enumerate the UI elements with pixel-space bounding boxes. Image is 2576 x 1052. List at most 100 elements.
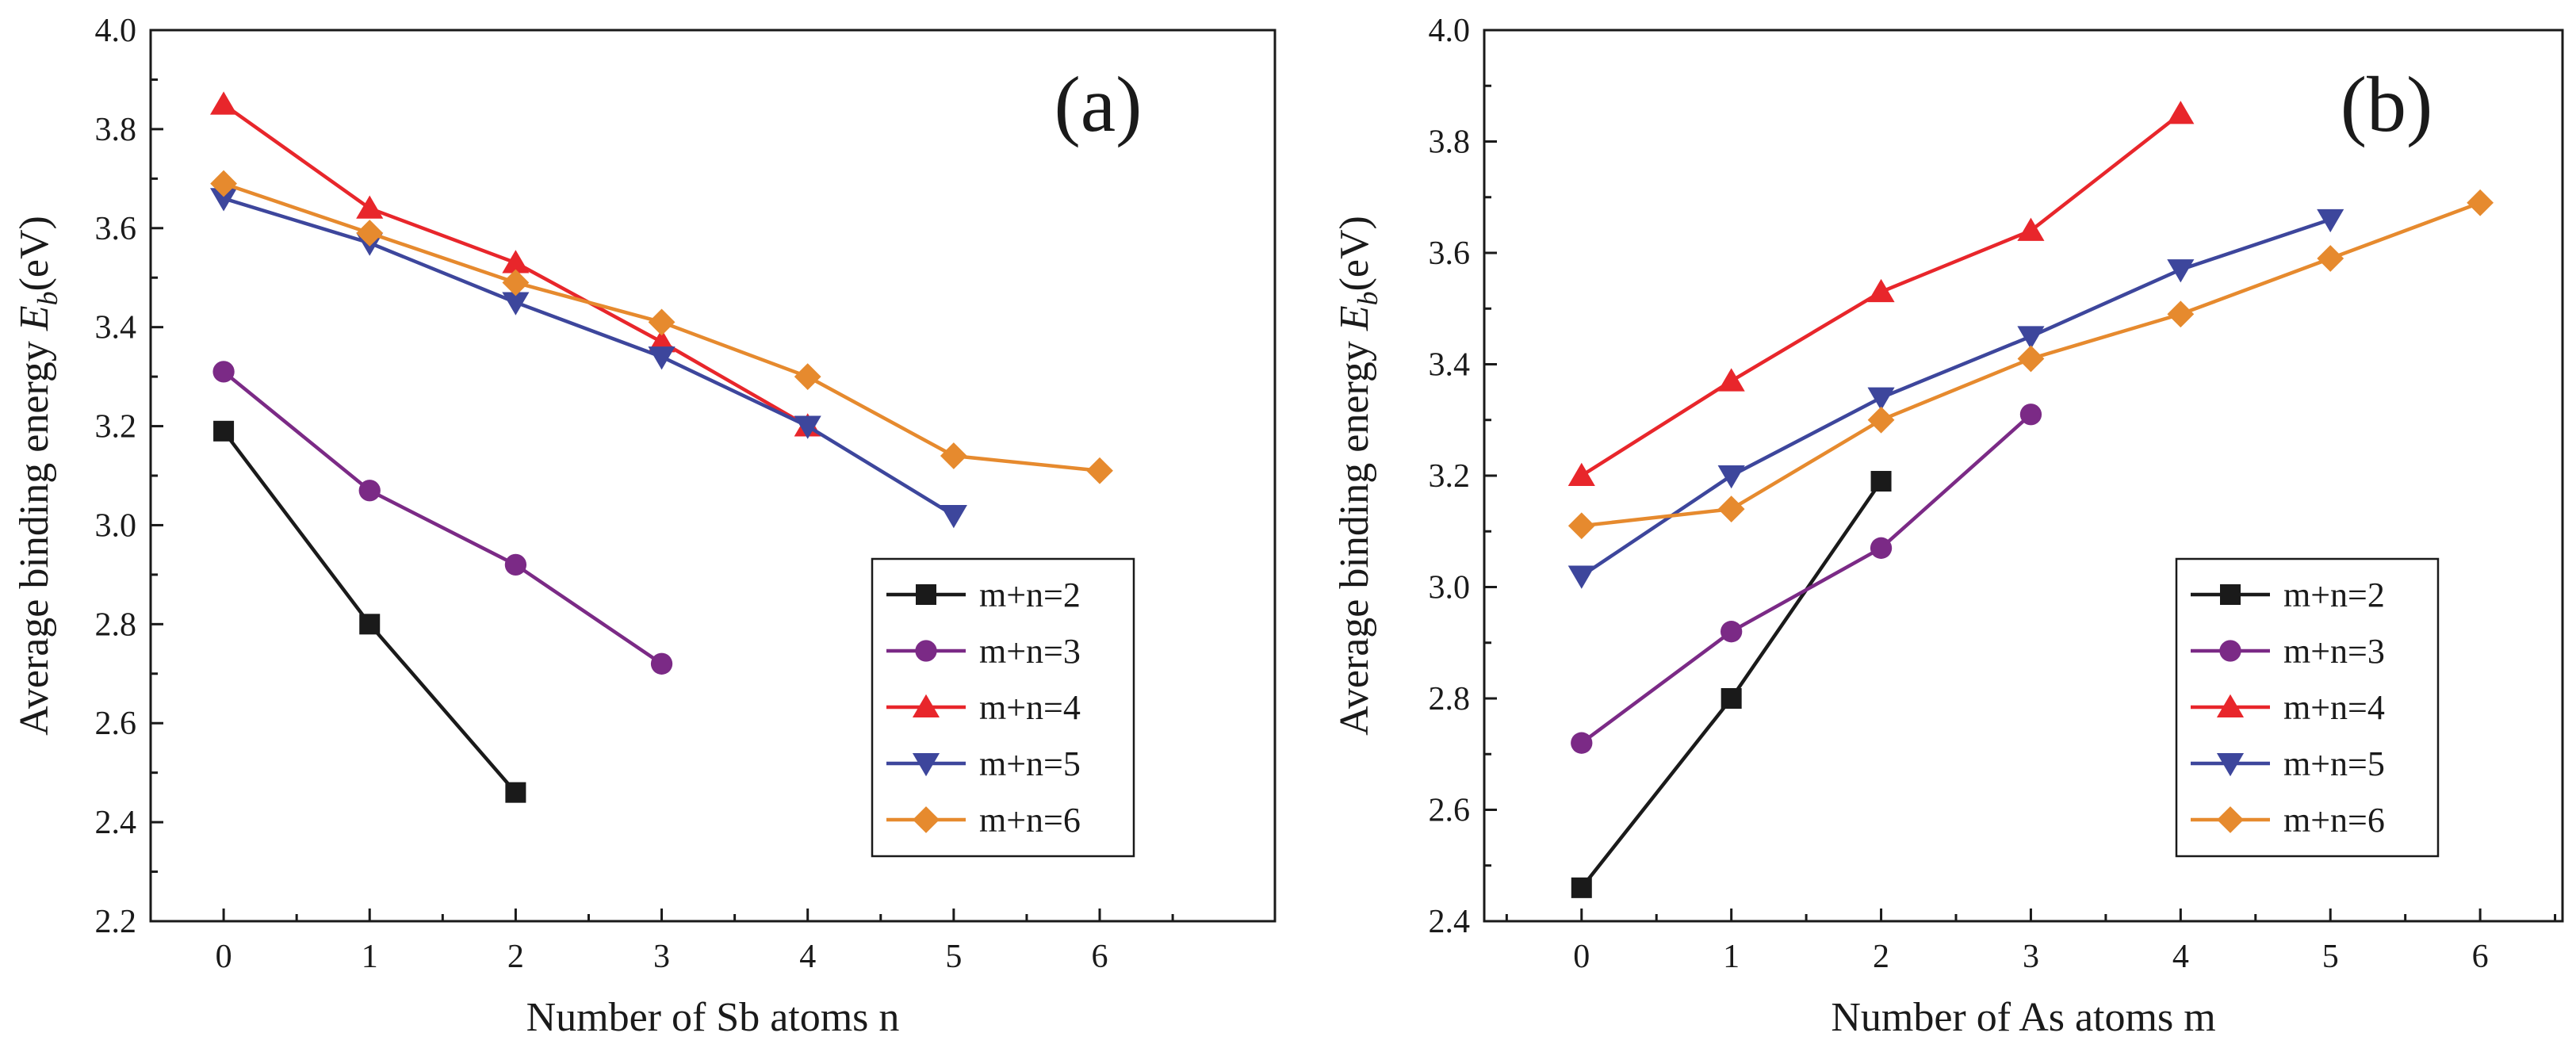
y-tick-label: 2.8 [95,606,137,643]
x-axis-title: Number of Sb atoms n [526,995,900,1040]
series-line [222,370,663,666]
data-point [213,420,235,442]
legend-label: m+n=2 [979,576,1081,614]
x-tick-label: 2 [507,939,524,975]
y-tick-label: 2.2 [95,904,137,940]
x-tick-label: 4 [799,939,816,975]
data-point [2019,404,2042,426]
legend-label: m+n=4 [979,688,1081,727]
data-point [356,195,384,219]
data-point [794,415,821,439]
data-point [650,652,673,675]
x-tick-label: 6 [2472,939,2489,975]
data-point [1721,688,1742,709]
data-point [2017,217,2045,241]
series-line [223,197,955,517]
y-tick-label: 3.4 [1429,347,1471,384]
data-point [1086,457,1113,484]
data-point [504,553,527,576]
legend-marker [2216,694,2245,717]
data-point [1567,462,1595,486]
legend-marker [2216,753,2245,777]
y-tick-label: 3.0 [95,507,137,544]
series-m-n-2 [213,420,526,803]
data-point [502,250,530,274]
series-m-n-6 [210,170,1113,484]
series-m-n-3 [1571,404,2042,754]
legend-entry: m+n=6 [886,801,1081,840]
data-point [1571,877,1592,898]
data-point [648,346,676,370]
x-tick-label: 0 [216,939,232,975]
data-point [210,91,238,115]
y-axis-title-subscript: b [1352,291,1384,305]
data-point [1870,537,1893,559]
legend-label: m+n=3 [979,632,1081,671]
legend-marker [2217,806,2244,833]
data-point [794,363,821,391]
legend: m+n=2 m+n=3 m+n=4 m+n=5 m+n=6 [2175,557,2440,858]
series-m-n-6 [1567,189,2494,540]
y-tick-label: 4.0 [1429,13,1471,49]
y-tick-label: 2.4 [1429,904,1471,940]
x-tick-label: 4 [2172,939,2189,975]
data-point [359,614,381,635]
legend-entry: m+n=4 [2191,688,2385,727]
y-tick-label: 2.6 [1429,793,1471,829]
series-m-n-3 [212,361,673,675]
panel-label: (a) [1055,60,1143,148]
y-axis-title-unit: (eV) [12,216,57,291]
legend-marker [2219,640,2241,662]
legend-entry: m+n=5 [2191,744,2385,783]
y-axis-title-unit: (eV) [1332,216,1377,291]
y-tick-label: 2.4 [95,805,137,841]
data-point [2317,208,2344,233]
data-point [1571,732,1593,754]
y-tick-label: 3.8 [1429,124,1471,161]
legend-marker [913,806,940,833]
x-tick-label: 2 [1873,939,1889,975]
data-point [1867,406,1895,434]
data-point [1717,495,1745,523]
legend-label: m+n=3 [2283,632,2385,671]
legend-marker [916,584,936,605]
legend-marker [912,694,940,717]
legend-label: m+n=2 [2283,576,2385,614]
x-tick-label: 3 [653,939,670,975]
y-axis-title-symbol: E [12,305,57,331]
legend-entry: m+n=3 [2191,632,2385,671]
data-point [1567,565,1595,589]
data-point [2017,326,2045,350]
data-point [358,480,381,502]
y-tick-label: 4.0 [95,13,137,49]
data-point [502,269,530,296]
x-tick-label: 6 [1092,939,1108,975]
series-line [1580,217,2331,578]
x-tick-label: 3 [2023,939,2039,975]
series-m-n-5 [210,188,967,529]
data-point [1867,387,1895,411]
x-tick-label: 5 [2322,939,2339,975]
x-tick-label: 5 [945,939,962,975]
series-m-n-4 [1567,101,2195,486]
data-point [502,292,530,316]
y-tick-label: 2.8 [1429,681,1471,717]
y-axis-title-symbol: E [1332,305,1377,331]
data-point [505,782,526,803]
data-point [2167,300,2195,328]
legend-marker [915,640,937,662]
data-point [2167,259,2195,283]
series-m-n-5 [1567,208,2344,589]
legend-marker [912,753,940,777]
data-point [2317,245,2344,272]
data-point [1867,278,1895,303]
data-point [2167,101,2195,124]
y-axis-title-main: Average binding energy [12,331,57,736]
y-tick-label: 3.2 [1429,458,1471,495]
y-axis-title-main: Average binding energy [1332,331,1377,736]
data-point [210,170,237,197]
panel-label: (b) [2341,60,2433,148]
y-tick-label: 2.6 [95,706,137,742]
data-point [1870,471,1892,492]
